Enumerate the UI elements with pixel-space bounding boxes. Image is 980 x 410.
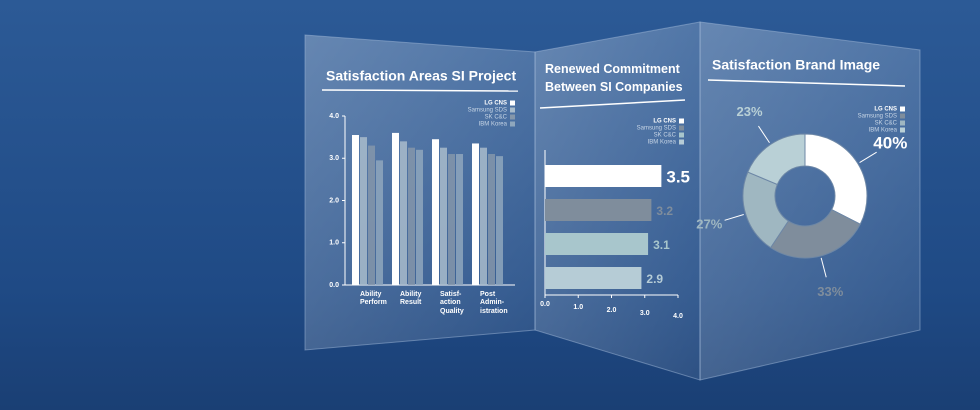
value-label: 3.2 bbox=[656, 204, 673, 218]
bar bbox=[440, 147, 447, 285]
bar bbox=[400, 141, 407, 285]
legend-label: SK C&C bbox=[654, 133, 677, 139]
chart-title: Renewed Commitment Between SI Companies bbox=[545, 62, 683, 94]
bar bbox=[408, 147, 415, 285]
bar bbox=[360, 137, 367, 285]
value-label: 23% bbox=[737, 104, 763, 119]
x-tick-label: 3.0 bbox=[640, 310, 650, 317]
bar bbox=[352, 135, 359, 285]
bar bbox=[376, 160, 383, 285]
x-tick-label: Satisf- action Quality bbox=[440, 291, 464, 315]
legend-label: Samsung SDS bbox=[858, 114, 897, 120]
value-label: 2.9 bbox=[646, 272, 663, 286]
bar bbox=[496, 156, 503, 285]
value-label: 40% bbox=[873, 133, 907, 152]
value-label: 3.1 bbox=[653, 238, 670, 252]
x-tick-label: 4.0 bbox=[673, 313, 683, 320]
legend-swatch bbox=[679, 125, 684, 131]
value-label: 33% bbox=[817, 284, 843, 299]
y-tick-label: 2.0 bbox=[329, 197, 339, 204]
legend-swatch bbox=[510, 121, 515, 127]
x-tick-label: Ability Result bbox=[400, 291, 422, 307]
leader-line bbox=[724, 214, 744, 221]
bar bbox=[488, 154, 495, 285]
title-rule bbox=[707, 79, 906, 87]
legend-swatch bbox=[679, 132, 684, 138]
legend-label: IBM Korea bbox=[869, 128, 898, 134]
title-rule bbox=[321, 89, 519, 92]
bar bbox=[432, 139, 439, 285]
legend-swatch bbox=[510, 107, 515, 113]
bar bbox=[480, 147, 487, 285]
chart-title: Satisfaction Brand Image bbox=[712, 57, 880, 73]
bar bbox=[368, 145, 375, 285]
legend-label: LG CNS bbox=[484, 101, 507, 107]
x-tick-label: 0.0 bbox=[540, 301, 550, 308]
legend-label: SK C&C bbox=[485, 115, 508, 121]
panel bbox=[699, 21, 921, 381]
legend-label: Samsung SDS bbox=[637, 126, 676, 132]
value-label: 27% bbox=[696, 216, 722, 231]
leader-line bbox=[758, 125, 770, 144]
legend-label: IBM Korea bbox=[479, 122, 508, 128]
value-label: 3.5 bbox=[666, 167, 690, 186]
legend-label: IBM Korea bbox=[648, 140, 677, 146]
legend-swatch bbox=[900, 113, 905, 119]
legend-swatch bbox=[510, 114, 515, 120]
legend-label: SK C&C bbox=[875, 121, 898, 127]
bar bbox=[456, 154, 463, 285]
bar bbox=[545, 233, 649, 255]
legend-swatch bbox=[900, 120, 905, 126]
x-tick-label: 2.0 bbox=[607, 307, 617, 314]
y-tick-label: 1.0 bbox=[329, 240, 339, 247]
x-tick-label: 1.0 bbox=[573, 304, 583, 311]
bar bbox=[545, 165, 662, 187]
bar bbox=[392, 132, 399, 285]
title-rule bbox=[539, 99, 686, 109]
donut-slice bbox=[747, 133, 806, 186]
chart-title: Satisfaction Areas SI Project bbox=[326, 68, 516, 84]
legend-label: LG CNS bbox=[653, 119, 676, 125]
legend-swatch bbox=[510, 100, 515, 106]
legend-swatch bbox=[900, 106, 905, 112]
y-tick-label: 0.0 bbox=[329, 282, 339, 289]
donut-slice bbox=[804, 133, 868, 225]
bar bbox=[416, 149, 423, 285]
leader-line bbox=[820, 257, 827, 278]
y-tick-label: 4.0 bbox=[329, 113, 339, 120]
bar bbox=[448, 154, 455, 285]
legend-label: Samsung SDS bbox=[468, 108, 507, 114]
legend-swatch bbox=[679, 139, 684, 145]
legend-swatch bbox=[679, 118, 684, 124]
bar bbox=[545, 267, 642, 289]
x-tick-label: Ability Perform bbox=[360, 291, 387, 307]
bar bbox=[472, 143, 479, 285]
x-tick-label: Post Admin- istration bbox=[480, 291, 508, 315]
bar bbox=[545, 199, 652, 221]
legend-label: LG CNS bbox=[874, 107, 897, 113]
y-tick-label: 3.0 bbox=[329, 155, 339, 162]
legend-swatch bbox=[900, 127, 905, 133]
leader-line bbox=[859, 151, 877, 164]
